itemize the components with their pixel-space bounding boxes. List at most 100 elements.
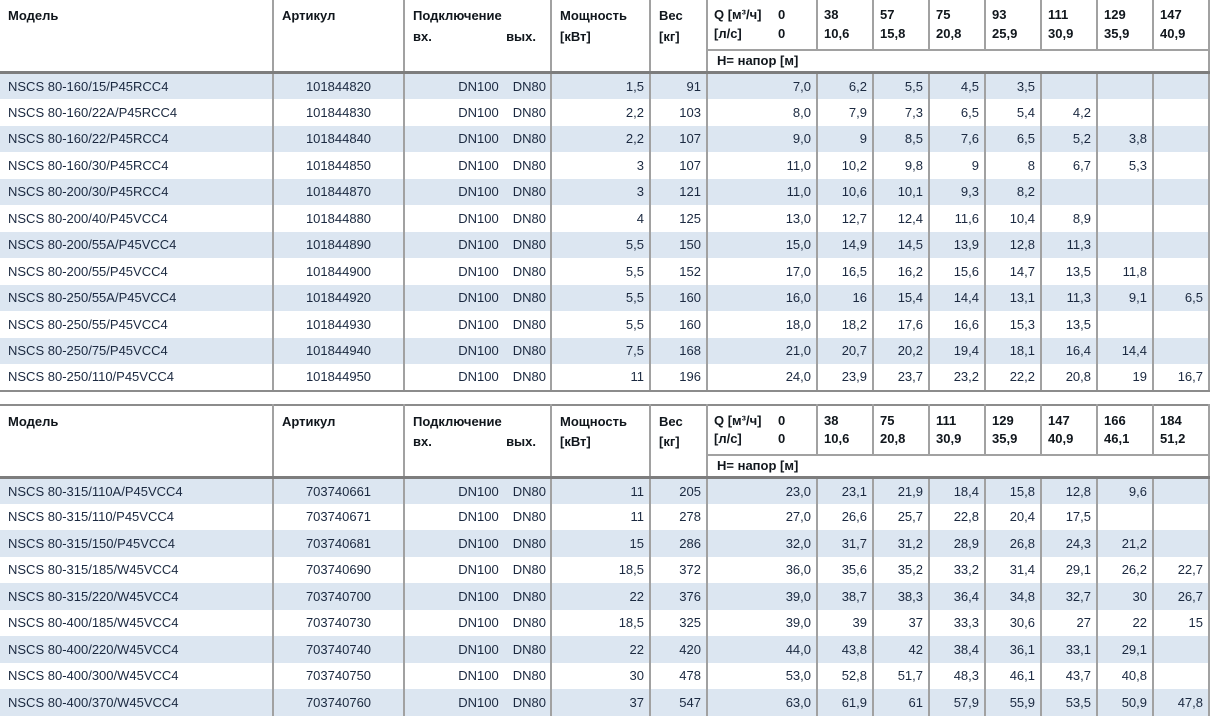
weight-unit: [кг] [659,434,680,450]
head-value-cell: 6,5 [985,125,1042,152]
power-cell: 2,2 [551,125,651,152]
table-row: NSCS 80-160/30/P45RCC4 101844850 DN100 DN80… [0,152,1210,179]
head-value-cell: 11,0 [707,178,818,205]
head-value-cell [1153,258,1210,285]
article-cell: 703740730 [273,609,405,636]
model-cell: NSCS 80-200/40/P45VCC4 [0,205,274,232]
flow-m3h-value: 38 [824,412,839,428]
head-value-cell [1097,205,1154,232]
power-cell: 18,5 [551,556,651,583]
head-value-cell: 48,3 [929,662,986,689]
power-cell: 15 [551,530,651,557]
model-cell: NSCS 80-315/110/P45VCC4 [0,503,274,530]
inlet-value: DN100 [458,237,499,253]
head-value-cell: 21,0 [707,337,818,364]
weight-label: Вес [659,8,683,23]
head-value-cell: 33,1 [1041,636,1098,663]
head-value-cell: 10,6 [817,178,874,205]
head-value-cell: 42 [873,636,930,663]
column-header-connection: Подключение вх. вых. [404,0,552,74]
weight-cell: 107 [650,125,708,152]
head-value-cell [1097,72,1154,99]
head-value-cell: 6,2 [817,72,874,99]
weight-cell: 150 [650,231,708,258]
head-value-cell: 18,4 [929,477,986,504]
head-value-cell: 63,0 [707,689,818,716]
table-body: NSCS 80-160/15/P45RCC4 101844820 DN100 DN80… [0,72,1210,392]
head-value-cell: 25,7 [873,503,930,530]
head-value-cell: 5,4 [985,99,1042,126]
weight-cell: 547 [650,689,708,716]
head-value-cell: 27 [1041,609,1098,636]
inlet-value: DN100 [458,131,499,147]
head-value-cell: 12,8 [1041,477,1098,504]
flow-zero-m3h: 0 [778,7,786,22]
head-value-cell: 9,3 [929,178,986,205]
head-value-cell: 7,3 [873,99,930,126]
head-value-cell: 61,9 [817,689,874,716]
column-header-model: Модель [0,404,274,479]
head-value-cell [1153,99,1210,126]
head-value-cell: 26,6 [817,503,874,530]
outlet-value: DN80 [512,509,546,525]
head-value-cell: 53,0 [707,662,818,689]
flow-m3h-value: 129 [992,412,1014,428]
outlet-value: DN80 [512,184,546,200]
flow-ls-value: 10,6 [824,431,850,447]
head-value-cell: 21,2 [1097,530,1154,557]
head-value-cell: 35,2 [873,556,930,583]
head-value-cell: 14,7 [985,258,1042,285]
head-value-cell: 34,8 [985,583,1042,610]
head-value-cell: 17,0 [707,258,818,285]
column-header-flow-zero: Q [м³/ч] 0 [л/с] 0 [707,404,818,456]
head-value-cell: 50,9 [1097,689,1154,716]
head-value-cell: 9 [929,152,986,179]
head-value-cell: 30,6 [985,609,1042,636]
inlet-value: DN100 [458,641,499,657]
model-cell: NSCS 80-160/22A/P45RCC4 [0,99,274,126]
weight-cell: 420 [650,636,708,663]
connection-cell: DN100 DN80 [404,583,552,610]
head-value-cell: 13,1 [985,284,1042,311]
flow-ls-value: 46,1 [1104,431,1130,447]
power-cell: 30 [551,662,651,689]
flow-ls-label: [л/с] 0 [714,430,812,449]
head-band-row: H= напор [м] [0,50,1210,74]
weight-cell: 278 [650,503,708,530]
table-body: NSCS 80-315/110A/P45VCC4 703740661 DN100 DN… [0,477,1210,716]
outlet-value: DN80 [512,79,546,94]
power-label: Мощность [560,413,627,429]
inlet-value: DN100 [458,483,499,499]
head-value-cell: 15 [1153,609,1210,636]
connection-cell: DN100 DN80 [404,72,552,99]
column-header-flow-166: 166 46,1 [1097,404,1154,456]
flow-m3h-value: 111 [1048,7,1069,22]
connection-label: Подключение [413,8,502,23]
connection-cell: DN100 DN80 [404,205,552,232]
power-cell: 18,5 [551,609,651,636]
article-cell: 101844930 [273,311,405,338]
table-row: NSCS 80-200/55A/P45VCC4 101844890 DN100 DN8… [0,231,1210,258]
table-row: NSCS 80-250/55/P45VCC4 101844930 DN100 DN80… [0,311,1210,338]
power-cell: 4 [551,205,651,232]
power-label: Мощность [560,8,627,23]
head-value-cell: 9,1 [1097,284,1154,311]
connection-cell: DN100 DN80 [404,503,552,530]
article-cell: 101844840 [273,125,405,152]
connection-cell: DN100 DN80 [404,231,552,258]
inlet-value: DN100 [458,184,499,200]
head-value-cell: 8,0 [707,99,818,126]
inlet-value: DN100 [458,343,499,359]
flow-unit-ls: [л/с] [714,431,742,447]
table-row: NSCS 80-250/55A/P45VCC4 101844920 DN100 DN8… [0,284,1210,311]
head-value-cell: 29,1 [1041,556,1098,583]
flow-ls-value: 20,8 [880,431,906,447]
head-value-cell: 38,3 [873,583,930,610]
head-value-cell: 9,0 [707,125,818,152]
weight-cell: 168 [650,337,708,364]
inlet-value: DN100 [458,104,499,120]
head-value-cell: 12,7 [817,205,874,232]
column-header-flow-147: 147 40,9 [1041,404,1098,456]
head-value-cell: 16,5 [817,258,874,285]
header-row: Модель Артикул Подключение вх. вых. Мощность [… [0,0,1210,74]
